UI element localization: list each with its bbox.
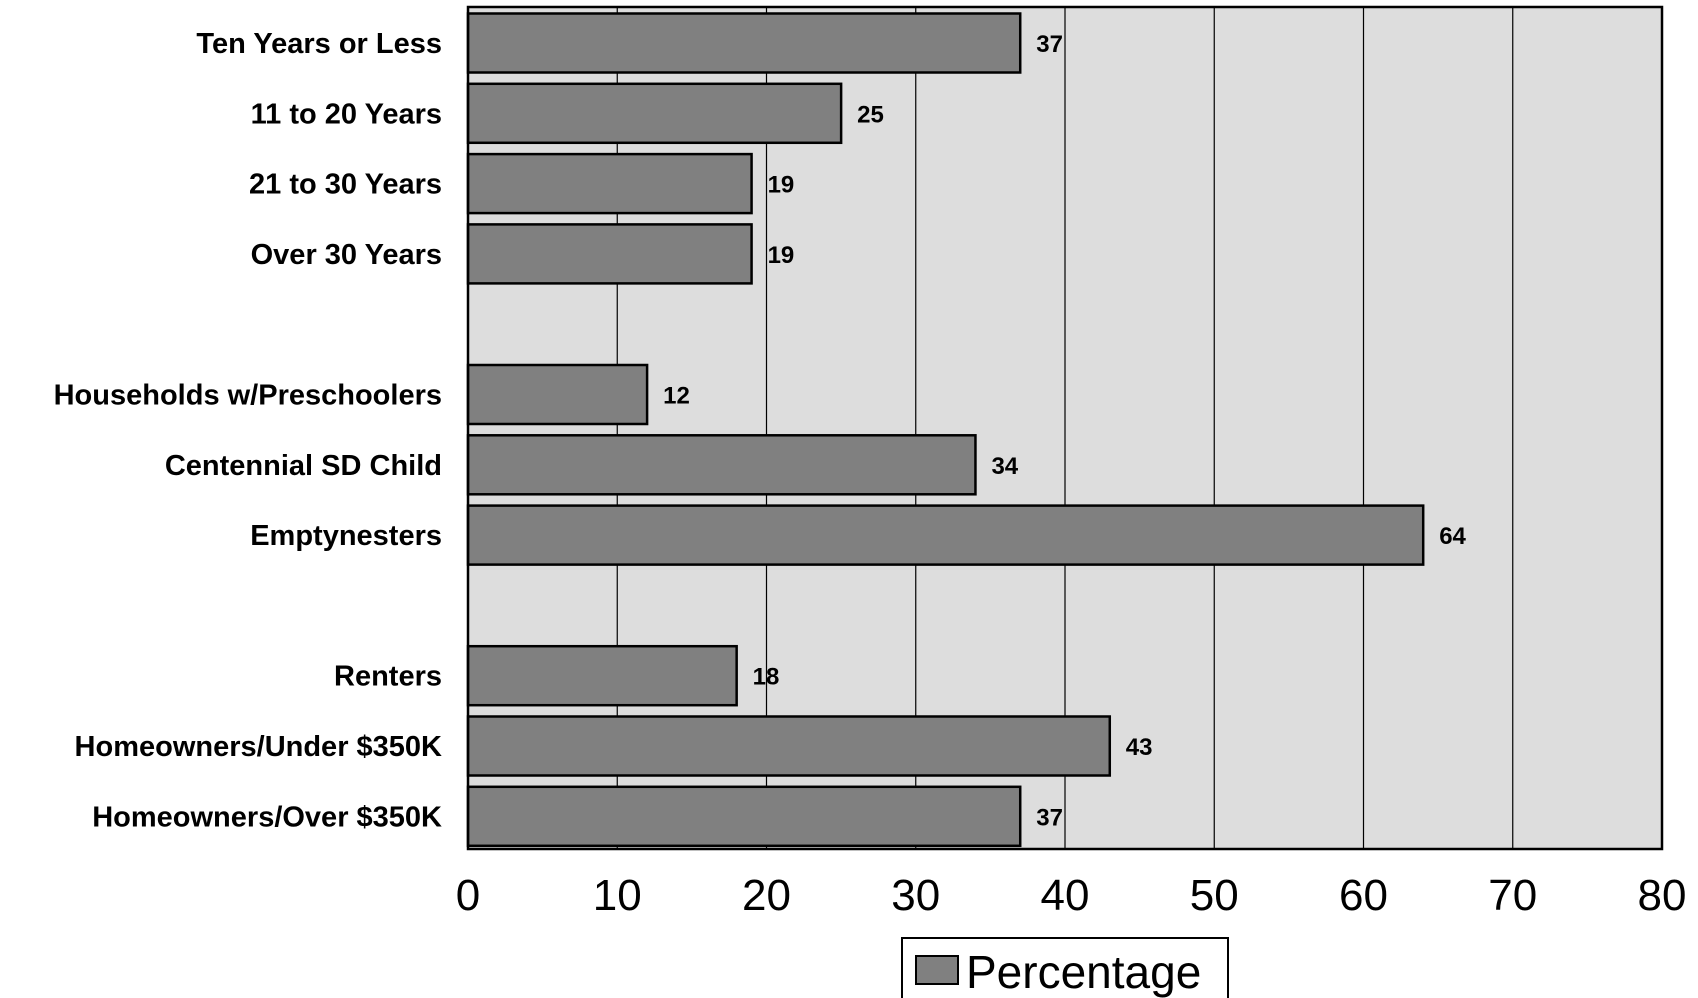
- bar: [466, 715, 1112, 777]
- bar: [466, 644, 738, 707]
- x-tick-label: 40: [1041, 871, 1090, 920]
- data-label: 19: [768, 242, 795, 269]
- category-label: Over 30 Years: [251, 239, 442, 271]
- x-tick-label: 10: [593, 871, 642, 920]
- data-label: 43: [1126, 734, 1153, 761]
- data-label: 34: [991, 453, 1018, 480]
- category-labels: Ten Years or Less 11 to 20 Years 21 to 30 …: [54, 28, 442, 833]
- data-label: 19: [768, 172, 795, 199]
- x-tick-labels: 0 10 20 30 40 50 60 70 80: [456, 871, 1687, 920]
- legend: Percentage: [901, 937, 1229, 998]
- bar: [466, 785, 1022, 848]
- x-tick-label: 0: [456, 871, 480, 920]
- category-label: Emptynesters: [250, 520, 442, 552]
- data-label: 64: [1439, 523, 1466, 550]
- data-label: 18: [753, 664, 780, 691]
- bar: [466, 12, 1022, 74]
- data-label: 25: [857, 101, 884, 128]
- x-tick-label: 60: [1339, 871, 1388, 920]
- bar: [466, 363, 649, 426]
- data-label: 37: [1036, 31, 1063, 58]
- value-labels: 37 25 19 19 12 34 64 18 43 37: [663, 31, 1466, 831]
- bar: [466, 504, 1425, 566]
- category-label: Centennial SD Child: [165, 450, 442, 482]
- legend-label: Percentage: [966, 946, 1201, 998]
- bar: [466, 223, 753, 285]
- category-label: 11 to 20 Years: [251, 98, 442, 130]
- x-tick-label: 20: [742, 871, 791, 920]
- x-tick-label: 80: [1638, 871, 1687, 920]
- category-label: 21 to 30 Years: [249, 169, 442, 201]
- bars: [466, 12, 1425, 848]
- data-label: 37: [1036, 804, 1063, 831]
- bar: [466, 152, 753, 215]
- plot-frame: [466, 5, 1664, 851]
- gridlines: [616, 7, 1514, 849]
- x-tick-label: 50: [1190, 871, 1239, 920]
- category-label: Homeowners/Under $350K: [75, 731, 443, 763]
- bar: [466, 82, 843, 145]
- category-label: Renters: [334, 661, 442, 693]
- bar: [466, 434, 977, 496]
- category-label: Households w/Preschoolers: [54, 380, 442, 412]
- legend-swatch: [915, 955, 959, 985]
- x-tick-label: 30: [891, 871, 940, 920]
- x-tick-label: 70: [1488, 871, 1537, 920]
- data-label: 12: [663, 383, 690, 410]
- category-label: Homeowners/Over $350K: [92, 801, 442, 833]
- category-label: Ten Years or Less: [196, 28, 442, 60]
